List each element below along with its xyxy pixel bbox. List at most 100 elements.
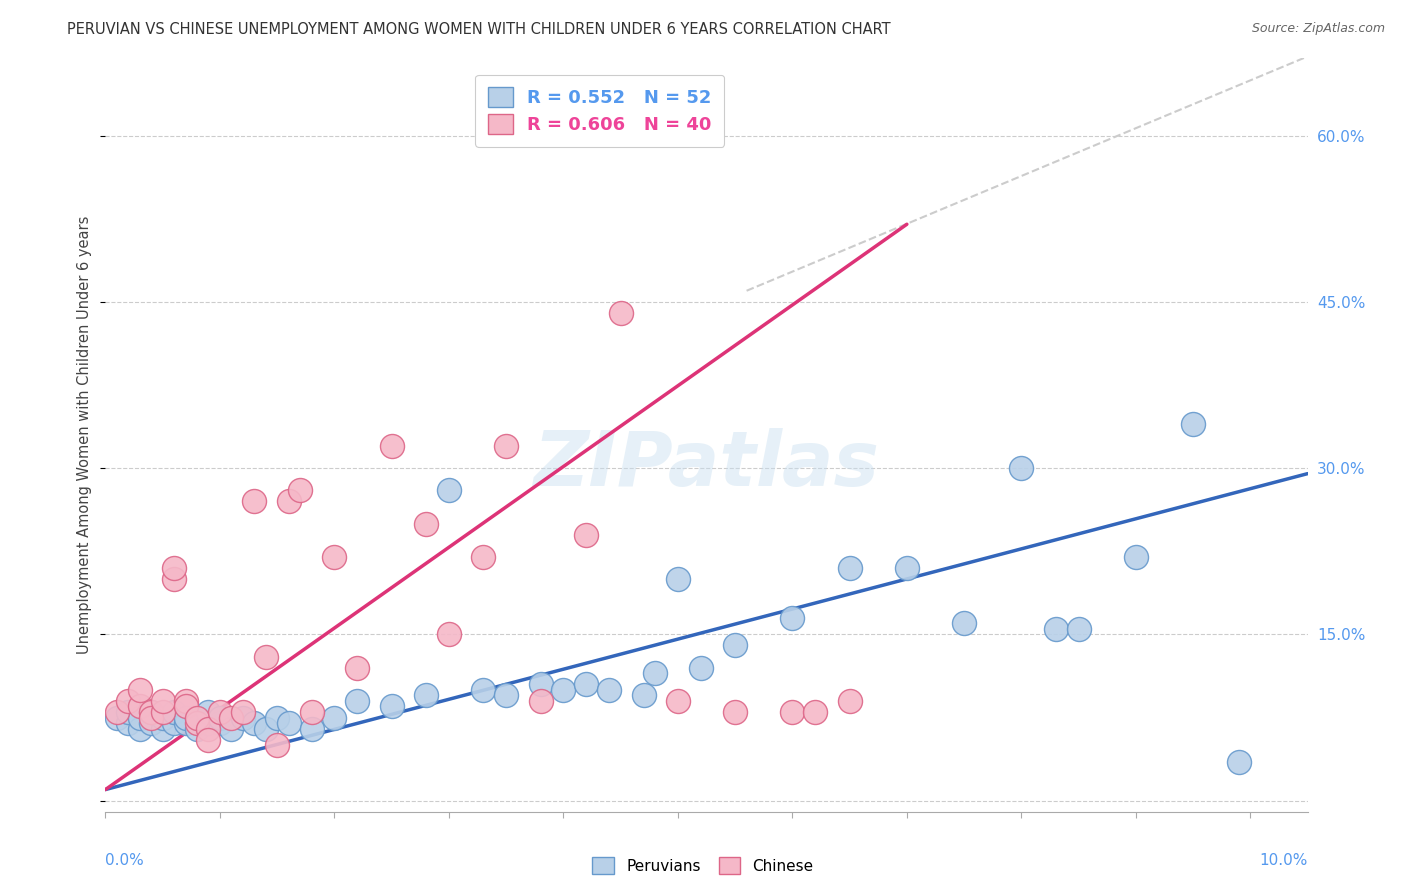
Point xyxy=(174,694,197,708)
Point xyxy=(128,682,150,697)
Point xyxy=(152,705,174,719)
Point xyxy=(141,705,163,719)
Point xyxy=(186,722,208,736)
Point xyxy=(953,616,976,631)
Point xyxy=(609,306,631,320)
Legend: Peruvians, Chinese: Peruvians, Chinese xyxy=(586,851,820,880)
Point xyxy=(208,710,231,724)
Text: 10.0%: 10.0% xyxy=(1260,853,1308,868)
Point xyxy=(128,710,150,724)
Point xyxy=(644,666,666,681)
Point xyxy=(186,710,208,724)
Point xyxy=(186,710,208,724)
Point xyxy=(163,705,186,719)
Point xyxy=(381,699,404,714)
Point xyxy=(381,439,404,453)
Point xyxy=(288,483,311,498)
Point xyxy=(277,716,299,731)
Point xyxy=(323,549,346,564)
Point xyxy=(529,694,551,708)
Point xyxy=(254,722,277,736)
Point xyxy=(472,682,495,697)
Point xyxy=(232,705,254,719)
Point xyxy=(689,660,711,674)
Point xyxy=(724,705,747,719)
Point xyxy=(782,611,804,625)
Point xyxy=(575,527,598,541)
Point xyxy=(117,694,139,708)
Point xyxy=(346,660,368,674)
Point xyxy=(174,710,197,724)
Point xyxy=(301,722,323,736)
Point xyxy=(575,677,598,691)
Point xyxy=(152,710,174,724)
Point xyxy=(152,722,174,736)
Point xyxy=(1010,461,1032,475)
Point xyxy=(633,689,655,703)
Point xyxy=(346,694,368,708)
Point xyxy=(208,716,231,731)
Point xyxy=(197,716,219,731)
Point xyxy=(782,705,804,719)
Point xyxy=(598,682,620,697)
Point xyxy=(117,716,139,731)
Point xyxy=(141,716,163,731)
Point xyxy=(174,716,197,731)
Point xyxy=(197,722,219,736)
Point xyxy=(163,572,186,586)
Point xyxy=(128,722,150,736)
Point xyxy=(838,694,860,708)
Point xyxy=(1125,549,1147,564)
Point xyxy=(553,682,575,697)
Point xyxy=(174,699,197,714)
Text: Source: ZipAtlas.com: Source: ZipAtlas.com xyxy=(1251,22,1385,36)
Point xyxy=(243,494,266,508)
Point xyxy=(804,705,827,719)
Point xyxy=(128,699,150,714)
Point xyxy=(208,705,231,719)
Point xyxy=(221,710,243,724)
Point xyxy=(529,677,551,691)
Text: 0.0%: 0.0% xyxy=(105,853,145,868)
Point xyxy=(301,705,323,719)
Point xyxy=(1227,755,1250,769)
Point xyxy=(495,439,517,453)
Legend: R = 0.552   N = 52, R = 0.606   N = 40: R = 0.552 N = 52, R = 0.606 N = 40 xyxy=(475,75,724,147)
Point xyxy=(472,549,495,564)
Point xyxy=(896,561,918,575)
Point xyxy=(415,516,437,531)
Text: PERUVIAN VS CHINESE UNEMPLOYMENT AMONG WOMEN WITH CHILDREN UNDER 6 YEARS CORRELA: PERUVIAN VS CHINESE UNEMPLOYMENT AMONG W… xyxy=(67,22,891,37)
Point xyxy=(186,716,208,731)
Point xyxy=(105,710,128,724)
Point xyxy=(232,710,254,724)
Point xyxy=(141,710,163,724)
Point xyxy=(1067,622,1090,636)
Point xyxy=(1182,417,1205,431)
Y-axis label: Unemployment Among Women with Children Under 6 years: Unemployment Among Women with Children U… xyxy=(77,216,93,654)
Point xyxy=(323,710,346,724)
Point xyxy=(437,627,460,641)
Point xyxy=(495,689,517,703)
Point xyxy=(1045,622,1067,636)
Point xyxy=(221,722,243,736)
Point xyxy=(666,694,689,708)
Point xyxy=(724,639,747,653)
Point xyxy=(117,705,139,719)
Point xyxy=(838,561,860,575)
Point xyxy=(163,716,186,731)
Point xyxy=(163,561,186,575)
Point xyxy=(437,483,460,498)
Point xyxy=(277,494,299,508)
Point xyxy=(243,716,266,731)
Point xyxy=(152,694,174,708)
Point xyxy=(254,649,277,664)
Point xyxy=(197,732,219,747)
Point xyxy=(266,738,288,752)
Point xyxy=(197,705,219,719)
Point xyxy=(666,572,689,586)
Point xyxy=(105,705,128,719)
Text: ZIPatlas: ZIPatlas xyxy=(533,428,880,502)
Point xyxy=(266,710,288,724)
Point xyxy=(141,705,163,719)
Point xyxy=(415,689,437,703)
